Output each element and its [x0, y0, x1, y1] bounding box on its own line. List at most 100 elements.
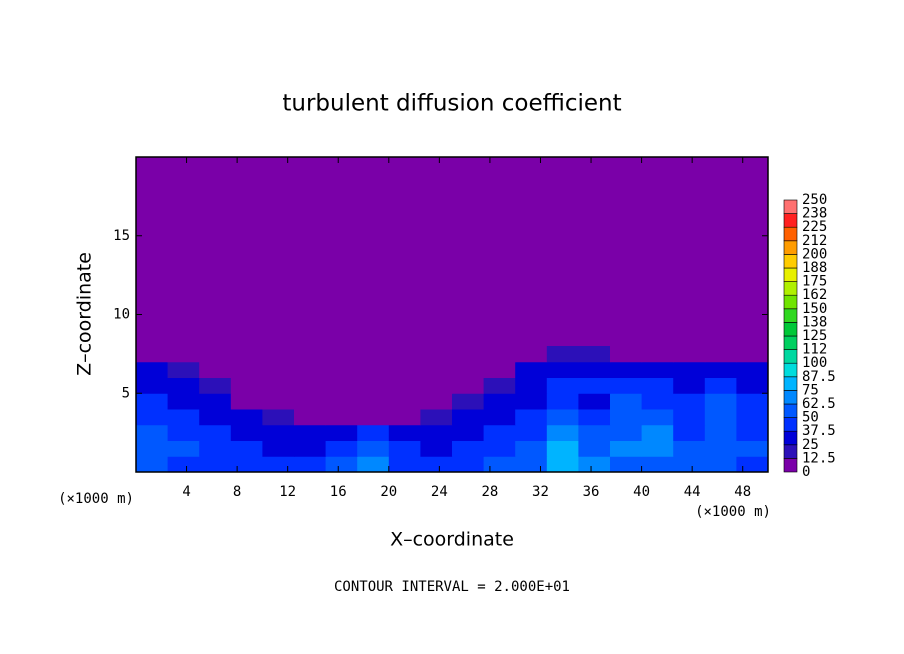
colorbar-label: 125 — [802, 328, 827, 344]
heat-cell — [641, 377, 674, 394]
colorbar-box — [783, 308, 798, 323]
x-tick-label: 28 — [481, 484, 498, 500]
colorbar-label: 225 — [802, 219, 827, 235]
heat-cell — [673, 440, 706, 457]
heat-cell — [578, 346, 611, 363]
colorbar-box — [783, 294, 798, 310]
heat-cell — [546, 393, 579, 410]
colorbar-box — [783, 390, 798, 405]
heat-cell — [357, 393, 390, 410]
x-tick-label: 8 — [233, 484, 241, 500]
heat-cell — [704, 440, 737, 457]
heat-cell — [136, 456, 169, 473]
colorbar-box — [783, 226, 798, 242]
heat-cell — [136, 377, 169, 394]
y-tick-label: 5 — [122, 385, 130, 401]
heat-cell — [325, 456, 358, 473]
x-tick-label: 24 — [431, 484, 448, 500]
colorbar-label: 162 — [802, 287, 827, 303]
heat-cell — [641, 409, 674, 426]
heat-cell — [515, 409, 548, 426]
heat-cell — [515, 377, 548, 394]
colorbar-label: 250 — [802, 192, 827, 208]
heat-cell — [610, 393, 643, 410]
heat-cell — [483, 440, 516, 457]
heat-cell — [641, 346, 674, 363]
heat-cell — [673, 409, 706, 426]
heat-cell — [515, 346, 548, 363]
heat-cell — [388, 377, 421, 394]
colorbar-box — [783, 430, 798, 446]
heat-cell — [325, 440, 358, 457]
heat-cell — [357, 440, 390, 457]
colorbar-box — [783, 458, 798, 473]
heat-cell — [294, 393, 327, 410]
x-tick-label: 20 — [380, 484, 397, 500]
colorbar-label: 200 — [802, 246, 827, 262]
heat-cell — [167, 377, 200, 394]
heat-cell — [452, 409, 485, 426]
heat-cell — [610, 440, 643, 457]
heat-cell — [483, 424, 516, 441]
heat-cell — [610, 409, 643, 426]
heat-cell — [452, 424, 485, 441]
colorbar-box — [783, 267, 798, 282]
heat-cell — [578, 377, 611, 394]
x-tick-label: 12 — [279, 484, 296, 500]
heat-cell — [294, 424, 327, 441]
heat-cell — [673, 393, 706, 410]
colorbar-box — [783, 199, 798, 214]
heat-cell — [483, 456, 516, 473]
heat-cell — [262, 346, 295, 363]
heat-cell — [578, 456, 611, 473]
x-tick-label: 44 — [684, 484, 701, 500]
heat-cell — [452, 361, 485, 378]
colorbar-box — [783, 362, 798, 378]
colorbar-label: 0 — [802, 464, 810, 480]
colorbar-label: 112 — [802, 342, 827, 358]
heat-cell — [167, 361, 200, 378]
heat-cell — [167, 424, 200, 441]
heat-cell — [420, 440, 453, 457]
heat-cell — [357, 424, 390, 441]
heat-cell — [199, 456, 232, 473]
heat-cell — [610, 456, 643, 473]
heat-cell — [673, 361, 706, 378]
heat-cell — [673, 346, 706, 363]
heat-cell — [515, 361, 548, 378]
heat-cell — [610, 346, 643, 363]
heat-cell — [610, 424, 643, 441]
heat-cell — [420, 393, 453, 410]
heat-cell — [262, 409, 295, 426]
heat-cell — [515, 393, 548, 410]
heat-cell — [515, 424, 548, 441]
heat-cell — [515, 456, 548, 473]
heat-cell — [167, 393, 200, 410]
heat-cell — [641, 393, 674, 410]
heat-cell — [578, 393, 611, 410]
heat-cell — [673, 424, 706, 441]
heat-cell — [294, 361, 327, 378]
colorbar-box — [783, 335, 798, 350]
heat-cell — [230, 361, 263, 378]
heat-cell — [262, 393, 295, 410]
colorbar-label: 12.5 — [802, 450, 836, 466]
heat-cell — [167, 346, 200, 363]
heat-cell — [610, 377, 643, 394]
heat-cell — [325, 346, 358, 363]
heat-cell — [578, 424, 611, 441]
heat-cell — [546, 409, 579, 426]
heat-cell — [546, 346, 579, 363]
heat-cell — [230, 377, 263, 394]
heat-cell — [230, 346, 263, 363]
heat-cell — [736, 346, 769, 363]
heat-cell — [452, 377, 485, 394]
heat-cell — [704, 346, 737, 363]
x-tick-label: 4 — [182, 484, 190, 500]
heat-cell — [230, 409, 263, 426]
heat-cell — [610, 361, 643, 378]
heat-cell — [673, 456, 706, 473]
colorbar-box — [783, 403, 798, 418]
heat-cell — [325, 377, 358, 394]
heat-cell — [262, 440, 295, 457]
